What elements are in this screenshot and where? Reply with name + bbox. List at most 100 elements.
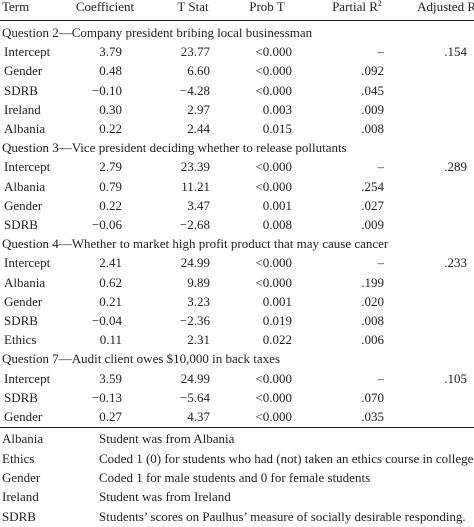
probt-cell: <0.000	[255, 63, 292, 79]
term-cell: Intercept	[4, 370, 51, 386]
tstat-cell: 2.44	[187, 121, 210, 136]
probt-cell: <0.000	[255, 82, 292, 98]
section-title-text: Question 4—Whether to market high profit…	[2, 236, 389, 252]
partial-r2-cell: –	[377, 159, 385, 175]
definition-row: Gender Coded 1 for male students and 0 fo…	[0, 468, 474, 488]
coefficient-cell: −0.06	[91, 217, 122, 232]
term-cell: Gender	[4, 197, 43, 213]
tstat-cell: −2.36	[179, 313, 210, 328]
partial-r2-cell: .008	[361, 313, 384, 328]
partial-r2-cell: .092	[361, 63, 384, 79]
partial-r2-cell: .008	[361, 121, 384, 136]
probt-cell: 0.003	[262, 101, 292, 117]
table-row: Albania 0.22 2.44 0.015 .008	[0, 119, 474, 139]
tstat-cell: 23.77	[180, 44, 210, 60]
table-row: Intercept 2.79 23.39 <0.000 – .289	[0, 157, 474, 177]
term-cell: Gender	[4, 293, 43, 309]
definition-text: Students’ scores on Paulhus’ measure of …	[99, 508, 466, 524]
tstat-cell: 24.99	[180, 370, 210, 386]
probt-cell: <0.000	[255, 159, 292, 175]
tstat-cell: 6.60	[187, 63, 210, 79]
header-adjusted-r2: Adjusted R2	[400, 0, 474, 17]
tstat-cell: 24.99	[180, 255, 210, 271]
table-row: SDRB −0.06 −2.68 0.008 .009	[0, 215, 474, 235]
definition-term: Ethics	[2, 450, 35, 466]
term-cell: Gender	[4, 409, 43, 424]
section-title: Question 3—Vice president deciding wheth…	[0, 138, 474, 158]
coefficient-cell: 3.79	[99, 44, 122, 60]
header-partial-sup: 2	[377, 0, 382, 8]
term-cell: Albania	[4, 121, 46, 136]
tstat-cell: −4.28	[179, 82, 210, 98]
probt-cell: <0.000	[255, 255, 292, 271]
partial-r2-cell: .199	[361, 274, 384, 290]
partial-r2-cell: –	[377, 370, 385, 386]
adjusted-r2-cell: .233	[444, 255, 467, 271]
partial-r2-cell: .070	[361, 389, 384, 405]
definition-term: Albania	[2, 431, 44, 447]
section-title: Question 2—Company president bribing loc…	[0, 23, 474, 43]
section-title-text: Question 3—Vice president deciding wheth…	[2, 140, 347, 156]
term-cell: Intercept	[4, 159, 51, 175]
adjusted-r2-cell: .154	[444, 44, 467, 60]
tstat-cell: 2.31	[187, 332, 210, 348]
table-row: SDRB −0.10 −4.28 <0.000 .045	[0, 81, 474, 101]
tstat-cell: −2.68	[179, 217, 210, 232]
term-cell: Intercept	[4, 44, 51, 60]
table-header: Term Coefficient T Stat Prob T Partial R…	[0, 0, 474, 17]
term-cell: Gender	[4, 63, 43, 79]
tstat-cell: 4.37	[187, 409, 210, 424]
table-row: SDRB −0.13 −5.64 <0.000 .070	[0, 388, 474, 408]
definition-row: Ethics Coded 1 (0) for students who had (…	[0, 449, 474, 469]
table-row: Gender 0.21 3.23 0.001 .020	[0, 292, 474, 312]
section-title-text: Question 7—Audit client owes $10,000 in …	[2, 351, 281, 367]
definition-term: Ireland	[2, 489, 39, 505]
definition-term: SDRB	[2, 508, 36, 524]
probt-cell: 0.008	[262, 217, 292, 232]
coefficient-cell: 2.79	[99, 159, 122, 175]
term-cell: Ireland	[4, 101, 41, 117]
coefficient-cell: 3.59	[99, 370, 122, 386]
partial-r2-cell: .045	[361, 82, 384, 98]
table-row: Albania 0.62 9.89 <0.000 .199	[0, 273, 474, 293]
coefficient-cell: 0.21	[99, 293, 122, 309]
adjusted-r2-cell: .289	[444, 159, 467, 175]
header-term: Term	[2, 0, 30, 14]
term-cell: SDRB	[4, 217, 38, 232]
coefficient-cell: 0.22	[99, 121, 122, 136]
definition-row: Ireland Student was from Ireland	[0, 487, 474, 507]
definition-text: Coded 1 (0) for students who had (not) t…	[99, 450, 474, 466]
coefficient-cell: 0.11	[99, 332, 122, 348]
table-row: Intercept 3.79 23.77 <0.000 – .154	[0, 42, 474, 62]
table-row: Gender 0.48 6.60 <0.000 .092	[0, 61, 474, 81]
term-cell: SDRB	[4, 82, 38, 98]
table-row: Albania 0.79 11.21 <0.000 .254	[0, 177, 474, 197]
coefficient-cell: 0.62	[99, 274, 122, 290]
tstat-cell: 11.21	[181, 178, 210, 194]
header-partial-label: Partial R	[332, 0, 378, 14]
term-cell: Albania	[4, 178, 46, 194]
partial-r2-cell: –	[377, 44, 385, 60]
definition-term: Gender	[2, 470, 41, 485]
term-cell: SDRB	[4, 389, 38, 405]
definition-row: Albania Student was from Albania	[0, 429, 474, 449]
probt-cell: 0.015	[262, 121, 292, 136]
definition-text: Student was from Ireland	[99, 489, 231, 505]
probt-cell: 0.001	[262, 197, 292, 213]
tstat-cell: 23.39	[180, 159, 210, 175]
header-probt: Prob T	[249, 0, 285, 14]
coefficient-cell: 0.48	[99, 63, 122, 79]
probt-cell: <0.000	[255, 274, 292, 290]
table-row: Ethics 0.11 2.31 0.022 .006	[0, 330, 474, 350]
header-adjusted-label: Adjusted R	[417, 0, 474, 14]
coefficient-cell: 0.79	[99, 178, 122, 194]
definition-row: SDRB Students’ scores on Paulhus’ measure…	[0, 507, 474, 527]
table-row: SDRB −0.04 −2.36 0.019 .008	[0, 311, 474, 331]
partial-r2-cell: .027	[361, 197, 384, 213]
coefficient-cell: 0.27	[99, 409, 122, 424]
partial-r2-cell: .035	[361, 409, 384, 424]
definitions-rule	[0, 427, 474, 429]
tstat-cell: 3.47	[187, 197, 210, 213]
table-row: Gender 0.22 3.47 0.001 .027	[0, 196, 474, 216]
section-title: Question 7—Audit client owes $10,000 in …	[0, 349, 474, 369]
